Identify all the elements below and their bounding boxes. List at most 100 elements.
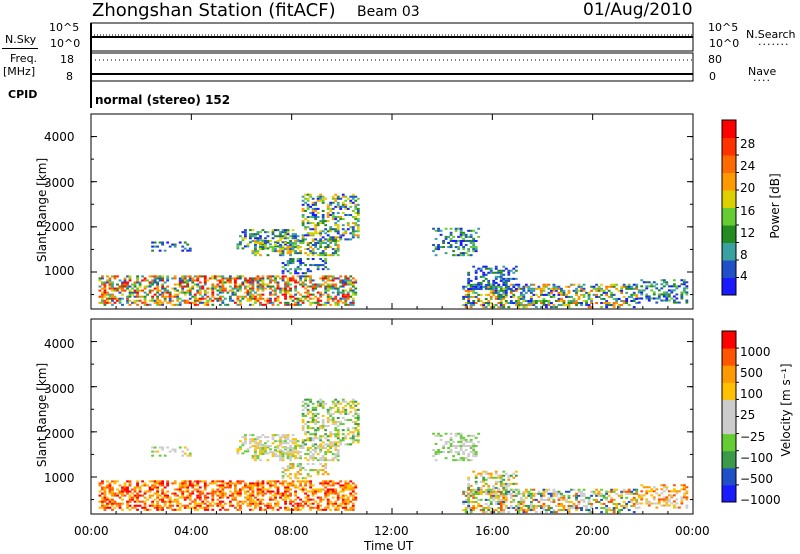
power-cell [254,291,257,294]
velocity-cell [351,441,355,444]
velocity-cell [286,506,290,509]
power-cell [542,283,546,286]
colorbar-swatch [722,260,736,278]
power-cell [251,297,255,300]
velocity-cell [101,492,104,495]
velocity-cell [188,498,192,501]
power-cell [299,239,302,242]
power-cell [158,301,162,304]
power-cell [442,241,445,244]
power-cell [341,201,345,204]
velocity-cell [680,488,684,491]
velocity-cell [289,477,292,480]
velocity-cell [610,488,614,491]
power-cell [682,279,686,282]
velocity-cell [647,502,651,505]
velocity-cell [294,506,297,509]
power-cell [128,285,132,288]
power-cell [136,281,139,284]
velocity-cell [203,480,207,483]
velocity-cell [173,450,177,453]
power-cell [321,209,325,212]
velocity-cell [249,508,252,511]
power-cell [244,235,247,238]
velocity-cell [281,450,285,453]
velocity-cell [269,496,272,499]
velocity-cell [512,507,516,510]
power-cell [316,264,320,267]
velocity-cell [269,480,272,483]
velocity-cell [339,496,343,499]
velocity-cell [284,486,287,489]
velocity-cell [600,507,603,510]
power-cbar-8: 8 [740,248,748,262]
velocity-cell [336,449,340,452]
velocity-cell [625,502,629,505]
velocity-cell [334,427,338,430]
colorbar-swatch [722,155,736,173]
velocity-cell [494,490,498,493]
velocity-cell [181,490,185,493]
power-cell [178,283,182,286]
power-cell [334,283,338,286]
velocity-cell [286,490,290,493]
velocity-cell [324,429,328,432]
velocity-cell [331,490,335,493]
velocity-cell [484,482,488,485]
power-cell [592,287,596,290]
power-cell [156,299,160,302]
power-cell [524,299,528,303]
power-cell [294,303,297,306]
power-cell [484,265,488,268]
aux-traces [90,23,693,108]
power-cell [309,264,313,267]
velocity-cell [560,498,563,501]
power-cell [346,213,350,217]
power-cell [610,285,614,288]
power-cell [512,289,516,292]
velocity-cell [336,408,340,411]
velocity-cell [256,457,260,460]
velocity-cell [276,490,280,493]
velocity-cell [246,490,250,493]
power-cell [279,233,282,236]
velocity-cell [346,488,350,491]
power-cell [158,303,162,306]
power-cell [324,254,328,257]
velocity-cell [316,473,320,476]
velocity-cell [592,492,596,495]
power-cell [449,227,453,230]
velocity-cell [128,484,132,487]
velocity-cell [294,438,297,441]
power-cell [349,226,353,229]
power-cell [108,301,112,304]
power-cell [607,302,611,305]
power-cell [238,289,242,292]
power-cell [183,291,187,294]
velocity-cell [186,490,190,493]
power-cell [507,271,511,274]
power-cell [274,293,277,296]
power-cell [517,287,521,290]
power-cell [356,209,360,212]
power-cell [261,279,265,282]
power-cell [477,285,481,289]
power-cell [462,248,466,251]
velocity-cell [304,500,308,503]
power-cell [108,287,112,290]
power-cell [324,281,328,284]
power-cell [590,285,593,288]
power-cell [667,289,671,292]
velocity-cell [166,496,170,499]
power-cell [575,291,578,294]
power-cell [600,306,603,309]
power-cell [532,289,536,292]
power-cell [126,275,129,278]
velocity-cell [111,500,114,503]
velocity-cell [113,500,117,503]
velocity-cell [555,492,558,495]
power-cell [156,275,160,278]
power-cell [605,302,609,305]
velocity-cell [244,486,247,489]
velocity-cell [319,498,323,501]
